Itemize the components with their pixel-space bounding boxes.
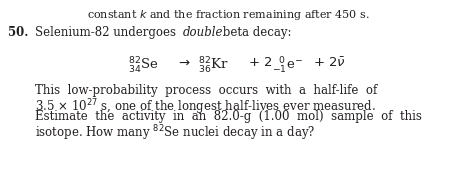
Text: double: double — [183, 26, 223, 39]
Text: $^{82}_{34}$Se: $^{82}_{34}$Se — [128, 56, 159, 76]
Text: Selenium-82 undergoes: Selenium-82 undergoes — [35, 26, 180, 39]
Text: $^{82}_{36}$Kr: $^{82}_{36}$Kr — [198, 56, 228, 76]
Text: 50.: 50. — [8, 26, 28, 39]
Text: Estimate  the  activity  in  an  82.0-g  (1.00  mol)  sample  of  this: Estimate the activity in an 82.0-g (1.00… — [35, 110, 422, 123]
Text: $+\ 2\bar{\nu}$: $+\ 2\bar{\nu}$ — [313, 56, 346, 70]
Text: 3.5 $\times$ 10$^{27}$ s, one of the longest half-lives ever measured.: 3.5 $\times$ 10$^{27}$ s, one of the lon… — [35, 97, 376, 117]
Text: beta decay:: beta decay: — [219, 26, 292, 39]
Text: isotope. How many $^{82}$Se nuclei decay in a day?: isotope. How many $^{82}$Se nuclei decay… — [35, 123, 315, 143]
Text: constant $k$ and the fraction remaining after 450 s.: constant $k$ and the fraction remaining … — [86, 8, 369, 22]
Text: $^{\ \ 0}_{-1}$e$^{-}$: $^{\ \ 0}_{-1}$e$^{-}$ — [272, 56, 303, 76]
Text: $+\ 2$: $+\ 2$ — [248, 56, 272, 69]
Text: This  low-probability  process  occurs  with  a  half-life  of: This low-probability process occurs with… — [35, 84, 377, 97]
Text: $\rightarrow$: $\rightarrow$ — [176, 56, 191, 69]
